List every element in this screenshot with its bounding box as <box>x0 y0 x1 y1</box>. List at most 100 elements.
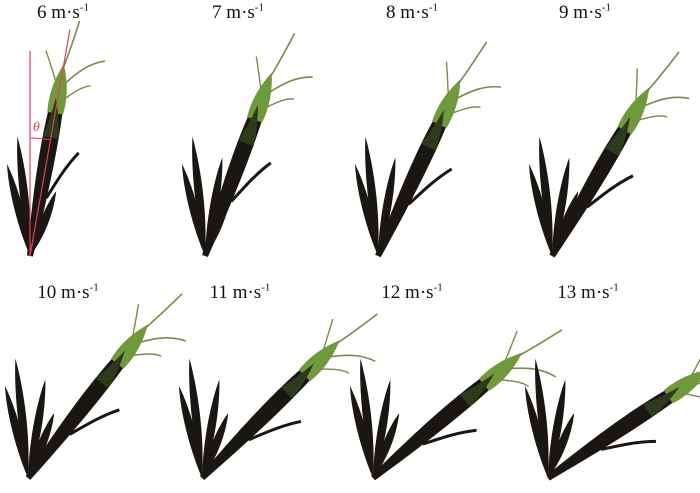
leaf-tip <box>255 56 262 91</box>
plant-sheath <box>95 350 125 389</box>
leaf-tip <box>62 20 81 70</box>
leaf-tip <box>646 51 680 92</box>
base-leaf <box>7 163 30 256</box>
speed-unit: m·s <box>61 282 90 303</box>
leaf-tip <box>450 106 481 115</box>
unit-exponent: -1 <box>428 1 438 14</box>
wind-speed-label: 7 m·s-1 <box>212 2 264 24</box>
wind-speed-label: 12 m·s-1 <box>381 282 442 304</box>
base-leaf <box>529 163 552 256</box>
base-leaf <box>378 157 396 256</box>
base-leaf <box>360 358 374 478</box>
plant-image <box>355 41 501 258</box>
leaf-tip <box>138 337 186 344</box>
base-leaf <box>5 385 28 478</box>
side-leaf <box>600 439 656 451</box>
leaf-tip <box>328 354 376 363</box>
leaf-tip <box>683 392 700 404</box>
leaf-tip <box>445 61 450 96</box>
plant-head <box>432 79 461 128</box>
base-leaf <box>525 385 548 478</box>
wind-speed-label: 11 m·s-1 <box>210 282 271 304</box>
unit-exponent: -1 <box>601 1 611 14</box>
side-leaf <box>407 167 453 206</box>
wind-speed-label: 8 m·s-1 <box>386 2 438 24</box>
speed-unit: m·s <box>51 2 80 23</box>
leaf-tip <box>635 68 638 103</box>
plant-stem <box>371 376 493 481</box>
speed-value: 6 <box>37 2 47 23</box>
leaf-tip <box>503 330 518 363</box>
plant-sheath <box>459 373 495 407</box>
leaf-tip <box>642 96 690 108</box>
plant-image <box>182 32 313 258</box>
side-leaf <box>68 408 120 436</box>
plant-stem <box>25 355 126 480</box>
leaf-tip <box>322 318 334 352</box>
base-leaf <box>192 136 206 256</box>
theta-label: θ <box>33 120 40 135</box>
speed-value: 13 <box>557 282 577 303</box>
plant-stem <box>202 112 263 258</box>
wind-speed-label: 9 m·s-1 <box>559 2 611 24</box>
plant-sheath <box>42 98 59 140</box>
base-leaf <box>539 136 553 256</box>
speed-unit: m·s <box>400 2 429 23</box>
leaf-tip <box>637 115 668 122</box>
plant-stem <box>199 366 314 481</box>
base-leaf <box>548 413 575 478</box>
plant-head <box>247 72 272 123</box>
speed-unit: m·s <box>226 2 255 23</box>
leaf-tip <box>131 304 140 338</box>
speed-value: 9 <box>559 2 569 23</box>
unit-exponent: -1 <box>254 1 264 14</box>
speed-unit: m·s <box>573 2 602 23</box>
side-leaf <box>586 174 634 209</box>
plant-image <box>179 313 378 481</box>
unit-exponent: -1 <box>89 281 99 294</box>
leaf-tip <box>45 50 58 84</box>
plant-sheath <box>421 110 444 151</box>
base-leaf <box>189 358 203 478</box>
leaf-tip <box>518 329 563 357</box>
plant-sheath <box>281 363 314 399</box>
leaf-tip <box>144 293 183 329</box>
speed-unit: m·s <box>581 282 610 303</box>
plant-image: θ <box>7 20 106 257</box>
base-leaf <box>365 136 379 256</box>
leaf-tip <box>319 368 350 374</box>
side-leaf <box>45 151 80 199</box>
speed-value: 10 <box>37 282 57 303</box>
speed-unit: m·s <box>405 282 434 303</box>
wind-speed-label: 13 m·s-1 <box>557 282 618 304</box>
base-leaf <box>202 413 229 478</box>
base-leaf <box>373 379 391 478</box>
leaf-tip <box>690 346 700 378</box>
base-leaf <box>355 163 378 256</box>
plant-image <box>5 293 186 480</box>
plant-stem <box>546 388 677 481</box>
base-leaf <box>535 358 549 478</box>
leaf-tip <box>509 367 557 378</box>
wind-speed-label: 6 m·s-1 <box>37 2 89 24</box>
leaf-tip <box>265 98 295 109</box>
speed-value: 12 <box>381 282 401 303</box>
plant-sheath <box>605 116 631 157</box>
base-leaf <box>202 379 220 478</box>
plant-image <box>350 329 563 481</box>
base-leaf <box>552 157 570 256</box>
speed-unit: m·s <box>232 282 262 303</box>
side-leaf <box>248 419 302 442</box>
plant-head <box>478 352 523 391</box>
leaf-tip <box>335 313 378 345</box>
side-leaf <box>230 161 272 203</box>
leaf-tip <box>63 85 91 101</box>
leaf-tip <box>455 85 501 100</box>
plant-sheath <box>643 386 680 418</box>
plant-stem <box>549 122 634 258</box>
angle-arc <box>29 137 51 141</box>
base-leaf <box>179 385 202 478</box>
plant-image <box>529 51 690 258</box>
speed-value: 8 <box>386 2 396 23</box>
